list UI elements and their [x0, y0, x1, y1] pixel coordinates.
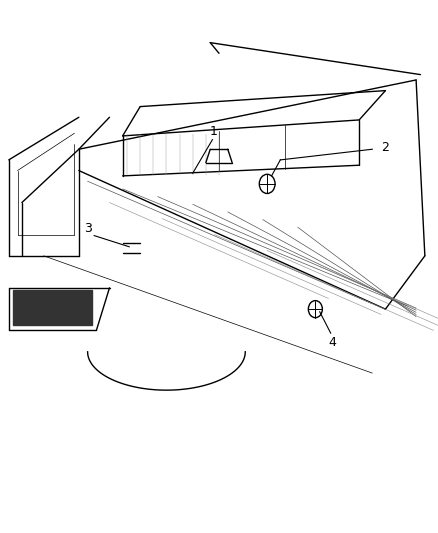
Bar: [13, 290, 92, 325]
Text: 2: 2: [381, 141, 389, 154]
Text: 1: 1: [210, 125, 218, 138]
Text: 3: 3: [84, 222, 92, 235]
Text: 4: 4: [328, 336, 336, 349]
